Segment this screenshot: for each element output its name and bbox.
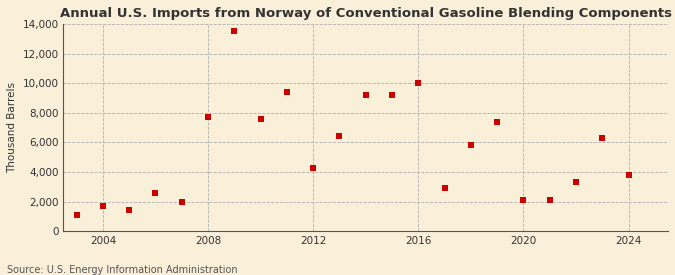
Point <box>623 173 634 177</box>
Point <box>202 115 213 119</box>
Point <box>597 136 608 140</box>
Point <box>334 134 345 139</box>
Title: Annual U.S. Imports from Norway of Conventional Gasoline Blending Components: Annual U.S. Imports from Norway of Conve… <box>60 7 672 20</box>
Point <box>229 29 240 34</box>
Point <box>281 90 292 94</box>
Point <box>518 198 529 202</box>
Point <box>124 208 134 213</box>
Point <box>308 165 319 170</box>
Point <box>97 204 108 208</box>
Point <box>387 93 398 97</box>
Point <box>466 143 477 147</box>
Y-axis label: Thousand Barrels: Thousand Barrels <box>7 82 17 173</box>
Point <box>255 116 266 121</box>
Point <box>439 186 450 191</box>
Point <box>544 198 555 202</box>
Point <box>492 119 503 124</box>
Text: Source: U.S. Energy Information Administration: Source: U.S. Energy Information Administ… <box>7 265 238 275</box>
Point <box>413 81 424 85</box>
Point <box>72 213 82 217</box>
Point <box>176 199 187 204</box>
Point <box>570 180 581 185</box>
Point <box>150 191 161 195</box>
Point <box>360 93 371 97</box>
